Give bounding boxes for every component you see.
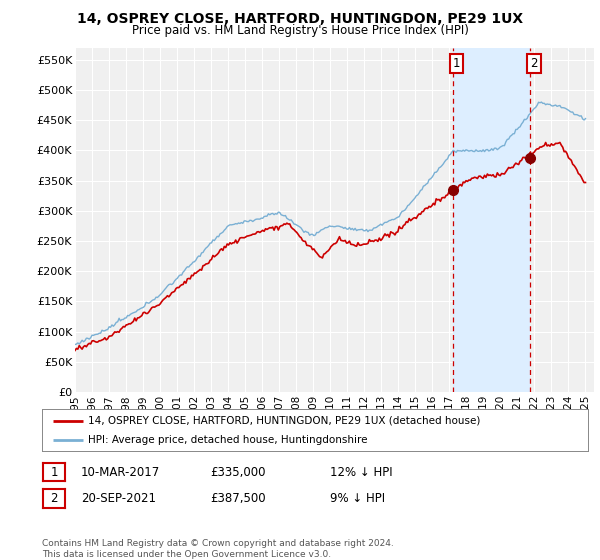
Text: 2: 2 [530,57,538,69]
Text: £387,500: £387,500 [210,492,266,505]
Text: 2: 2 [50,492,58,505]
Text: 20-SEP-2021: 20-SEP-2021 [81,492,156,505]
Text: £335,000: £335,000 [210,465,265,479]
Text: 9% ↓ HPI: 9% ↓ HPI [330,492,385,505]
Text: HPI: Average price, detached house, Huntingdonshire: HPI: Average price, detached house, Hunt… [88,435,368,445]
Text: Contains HM Land Registry data © Crown copyright and database right 2024.
This d: Contains HM Land Registry data © Crown c… [42,539,394,559]
Text: 14, OSPREY CLOSE, HARTFORD, HUNTINGDON, PE29 1UX: 14, OSPREY CLOSE, HARTFORD, HUNTINGDON, … [77,12,523,26]
Text: 14, OSPREY CLOSE, HARTFORD, HUNTINGDON, PE29 1UX (detached house): 14, OSPREY CLOSE, HARTFORD, HUNTINGDON, … [88,416,481,426]
Bar [453,48,530,392]
Text: 1: 1 [50,465,58,479]
Text: 12% ↓ HPI: 12% ↓ HPI [330,465,392,479]
Text: 10-MAR-2017: 10-MAR-2017 [81,465,160,479]
Text: 1: 1 [453,57,460,69]
Text: Price paid vs. HM Land Registry's House Price Index (HPI): Price paid vs. HM Land Registry's House … [131,24,469,36]
